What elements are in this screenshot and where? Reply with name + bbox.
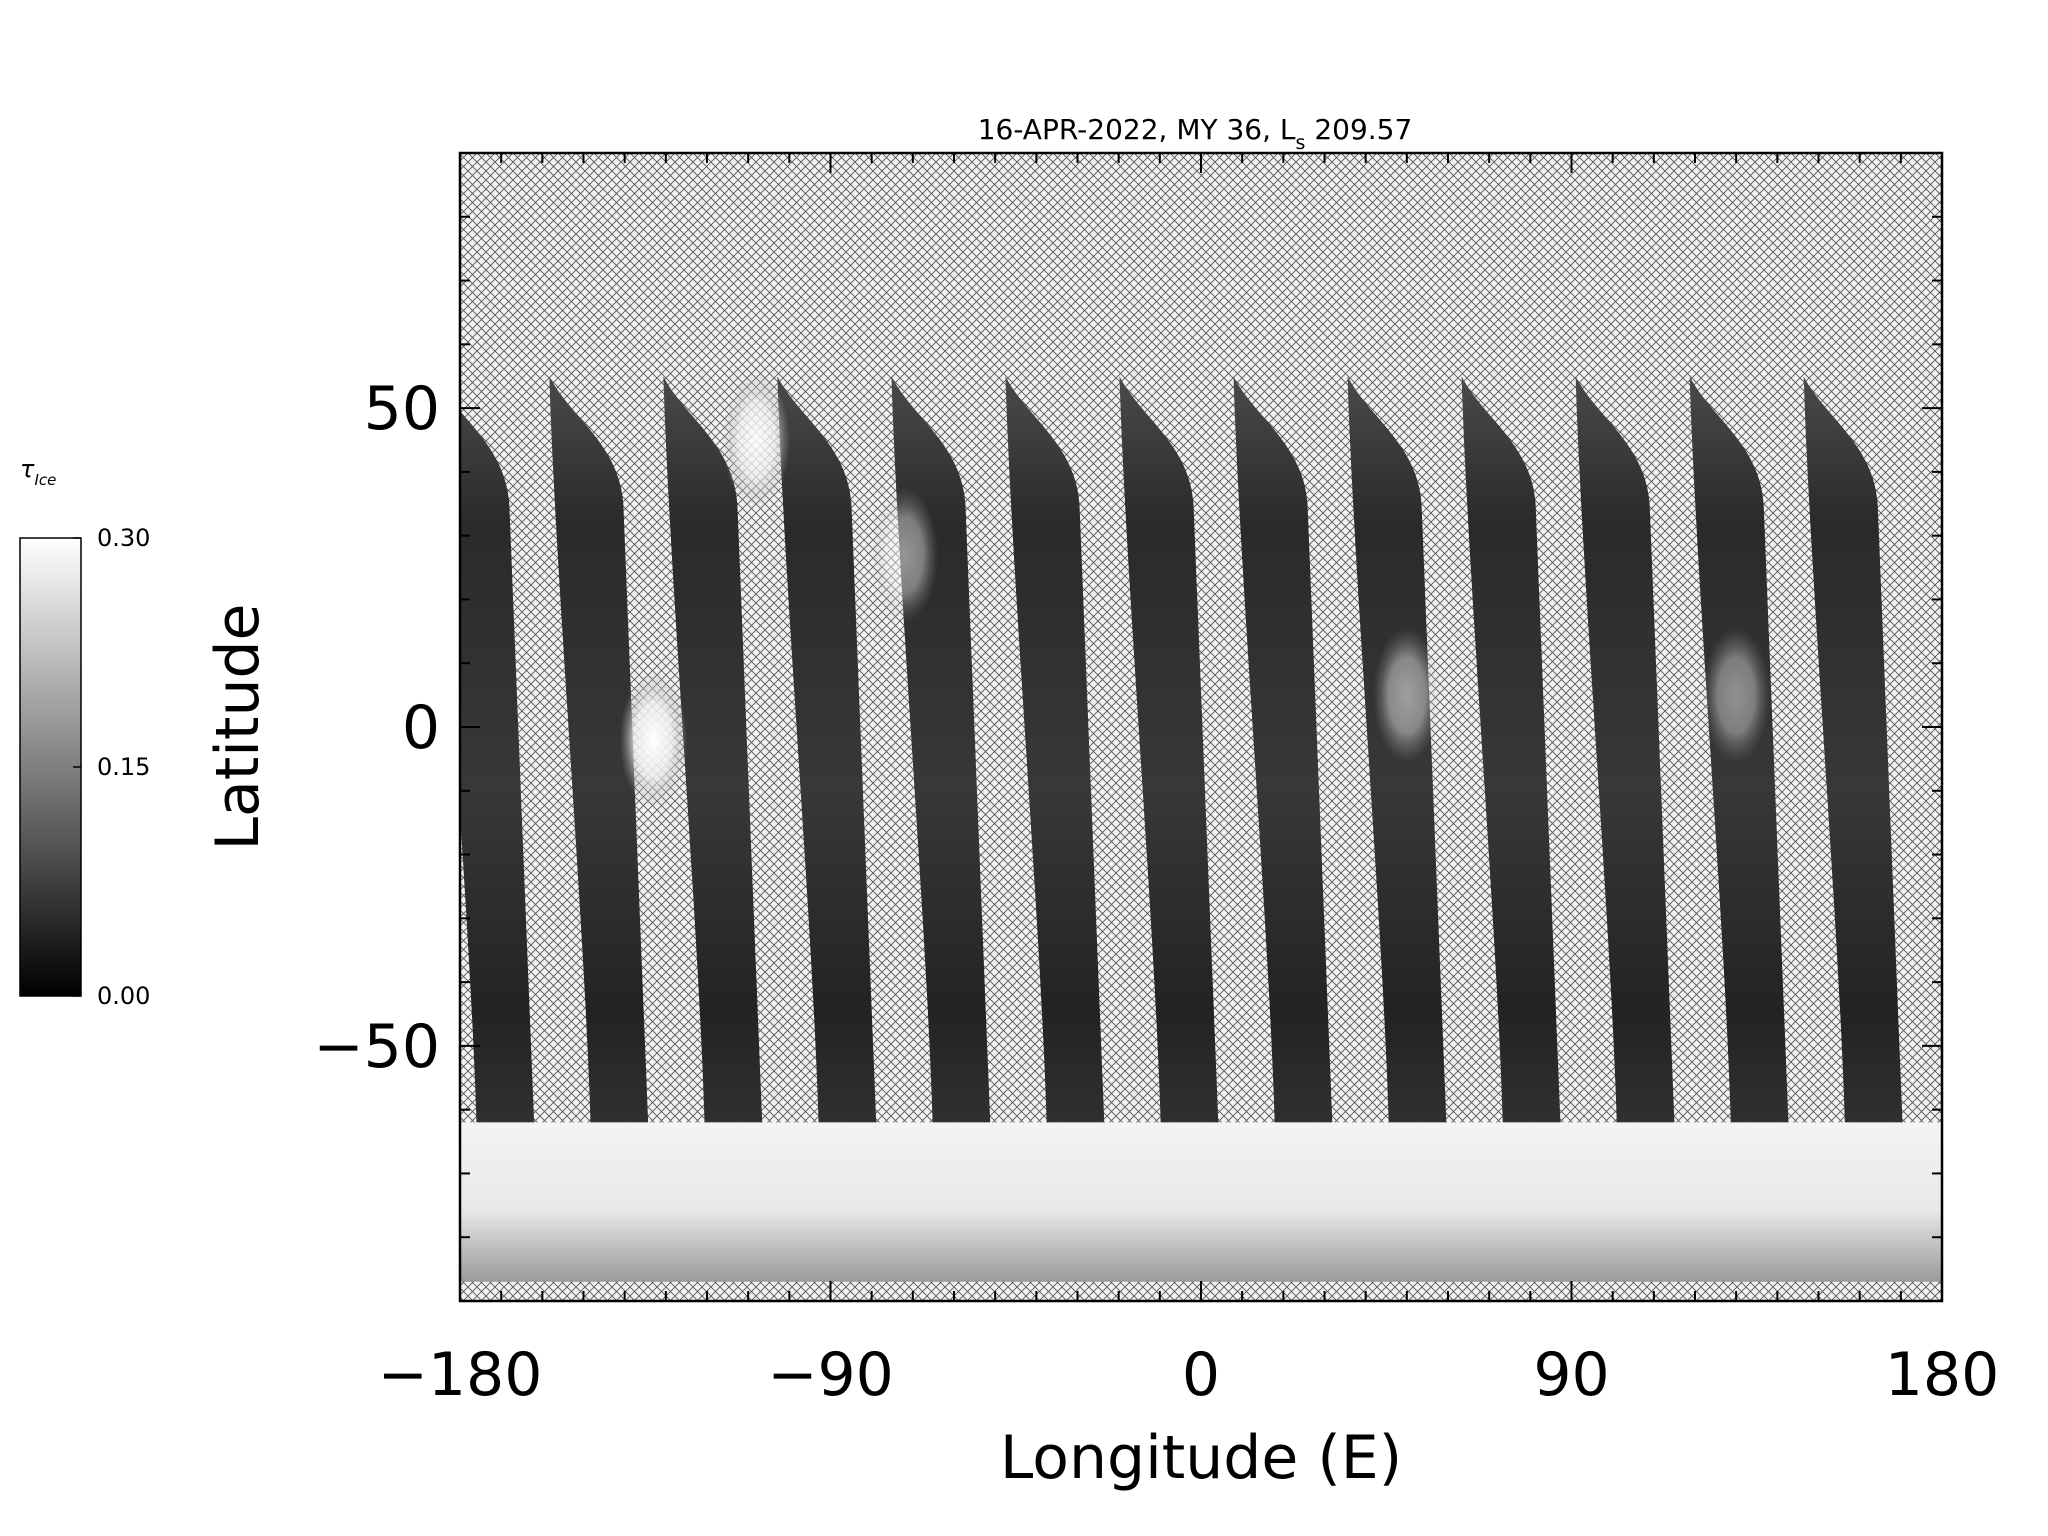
swath-strip <box>1005 376 1105 1123</box>
swath-strip <box>1575 376 1675 1123</box>
x-tick-label: 180 <box>1885 1340 2000 1410</box>
chart-title-tail: 209.57 <box>1305 113 1412 146</box>
swath-strip <box>777 376 877 1123</box>
chart-title-sub: s <box>1296 132 1306 154</box>
y-axis-label: Latitude <box>203 604 273 851</box>
colorbar-tick-label: 0.00 <box>97 982 150 1010</box>
x-tick-label: −90 <box>767 1340 894 1410</box>
chart-title: 16-APR-2022, MY 36, Ls 209.57 <box>978 113 1413 154</box>
x-axis-ticks: −180 −90 0 90 180 <box>378 153 2000 1410</box>
swath-strip <box>549 376 649 1123</box>
y-tick-label: 50 <box>364 374 440 444</box>
y-axis-ticks: −50 0 50 <box>313 152 1942 1302</box>
x-axis-label: Longitude (E) <box>1000 1423 1402 1493</box>
swath-strip <box>460 410 535 1123</box>
colorbar: τIce 0.00 0.15 0.30 <box>19 455 150 1010</box>
colorbar-title-sub: Ice <box>34 471 56 489</box>
x-tick-label: 90 <box>1533 1340 1609 1410</box>
swath-strip <box>1233 376 1333 1123</box>
colorbar-tick-label: 0.15 <box>97 753 150 781</box>
cloud-feature <box>722 372 791 508</box>
x-tick-label: 0 <box>1182 1340 1220 1410</box>
colorbar-gradient <box>19 537 82 997</box>
cloud-feature <box>1372 627 1441 764</box>
plot-area <box>460 153 1942 1301</box>
swath-strip <box>1461 376 1561 1123</box>
y-tick-label: 0 <box>402 693 440 763</box>
cloud-feature <box>870 486 939 623</box>
colorbar-title-symbol: τ <box>20 455 35 483</box>
swath-strip <box>1803 376 1903 1123</box>
colorbar-tick-label: 0.30 <box>97 524 150 552</box>
colorbar-title: τIce <box>20 455 56 489</box>
bright-cloud-features <box>619 372 1771 808</box>
x-tick-label: −180 <box>378 1340 543 1410</box>
cloud-feature <box>1702 627 1771 764</box>
swath-strip <box>1119 376 1219 1123</box>
colorbar-ticks: 0.00 0.15 0.30 <box>73 524 150 1010</box>
swath-strip <box>663 376 763 1123</box>
south-polar-cap-band <box>460 1122 1942 1282</box>
cloud-feature <box>619 671 688 808</box>
y-tick-label: −50 <box>313 1012 440 1082</box>
chart-title-main: 16-APR-2022, MY 36, L <box>978 113 1296 146</box>
